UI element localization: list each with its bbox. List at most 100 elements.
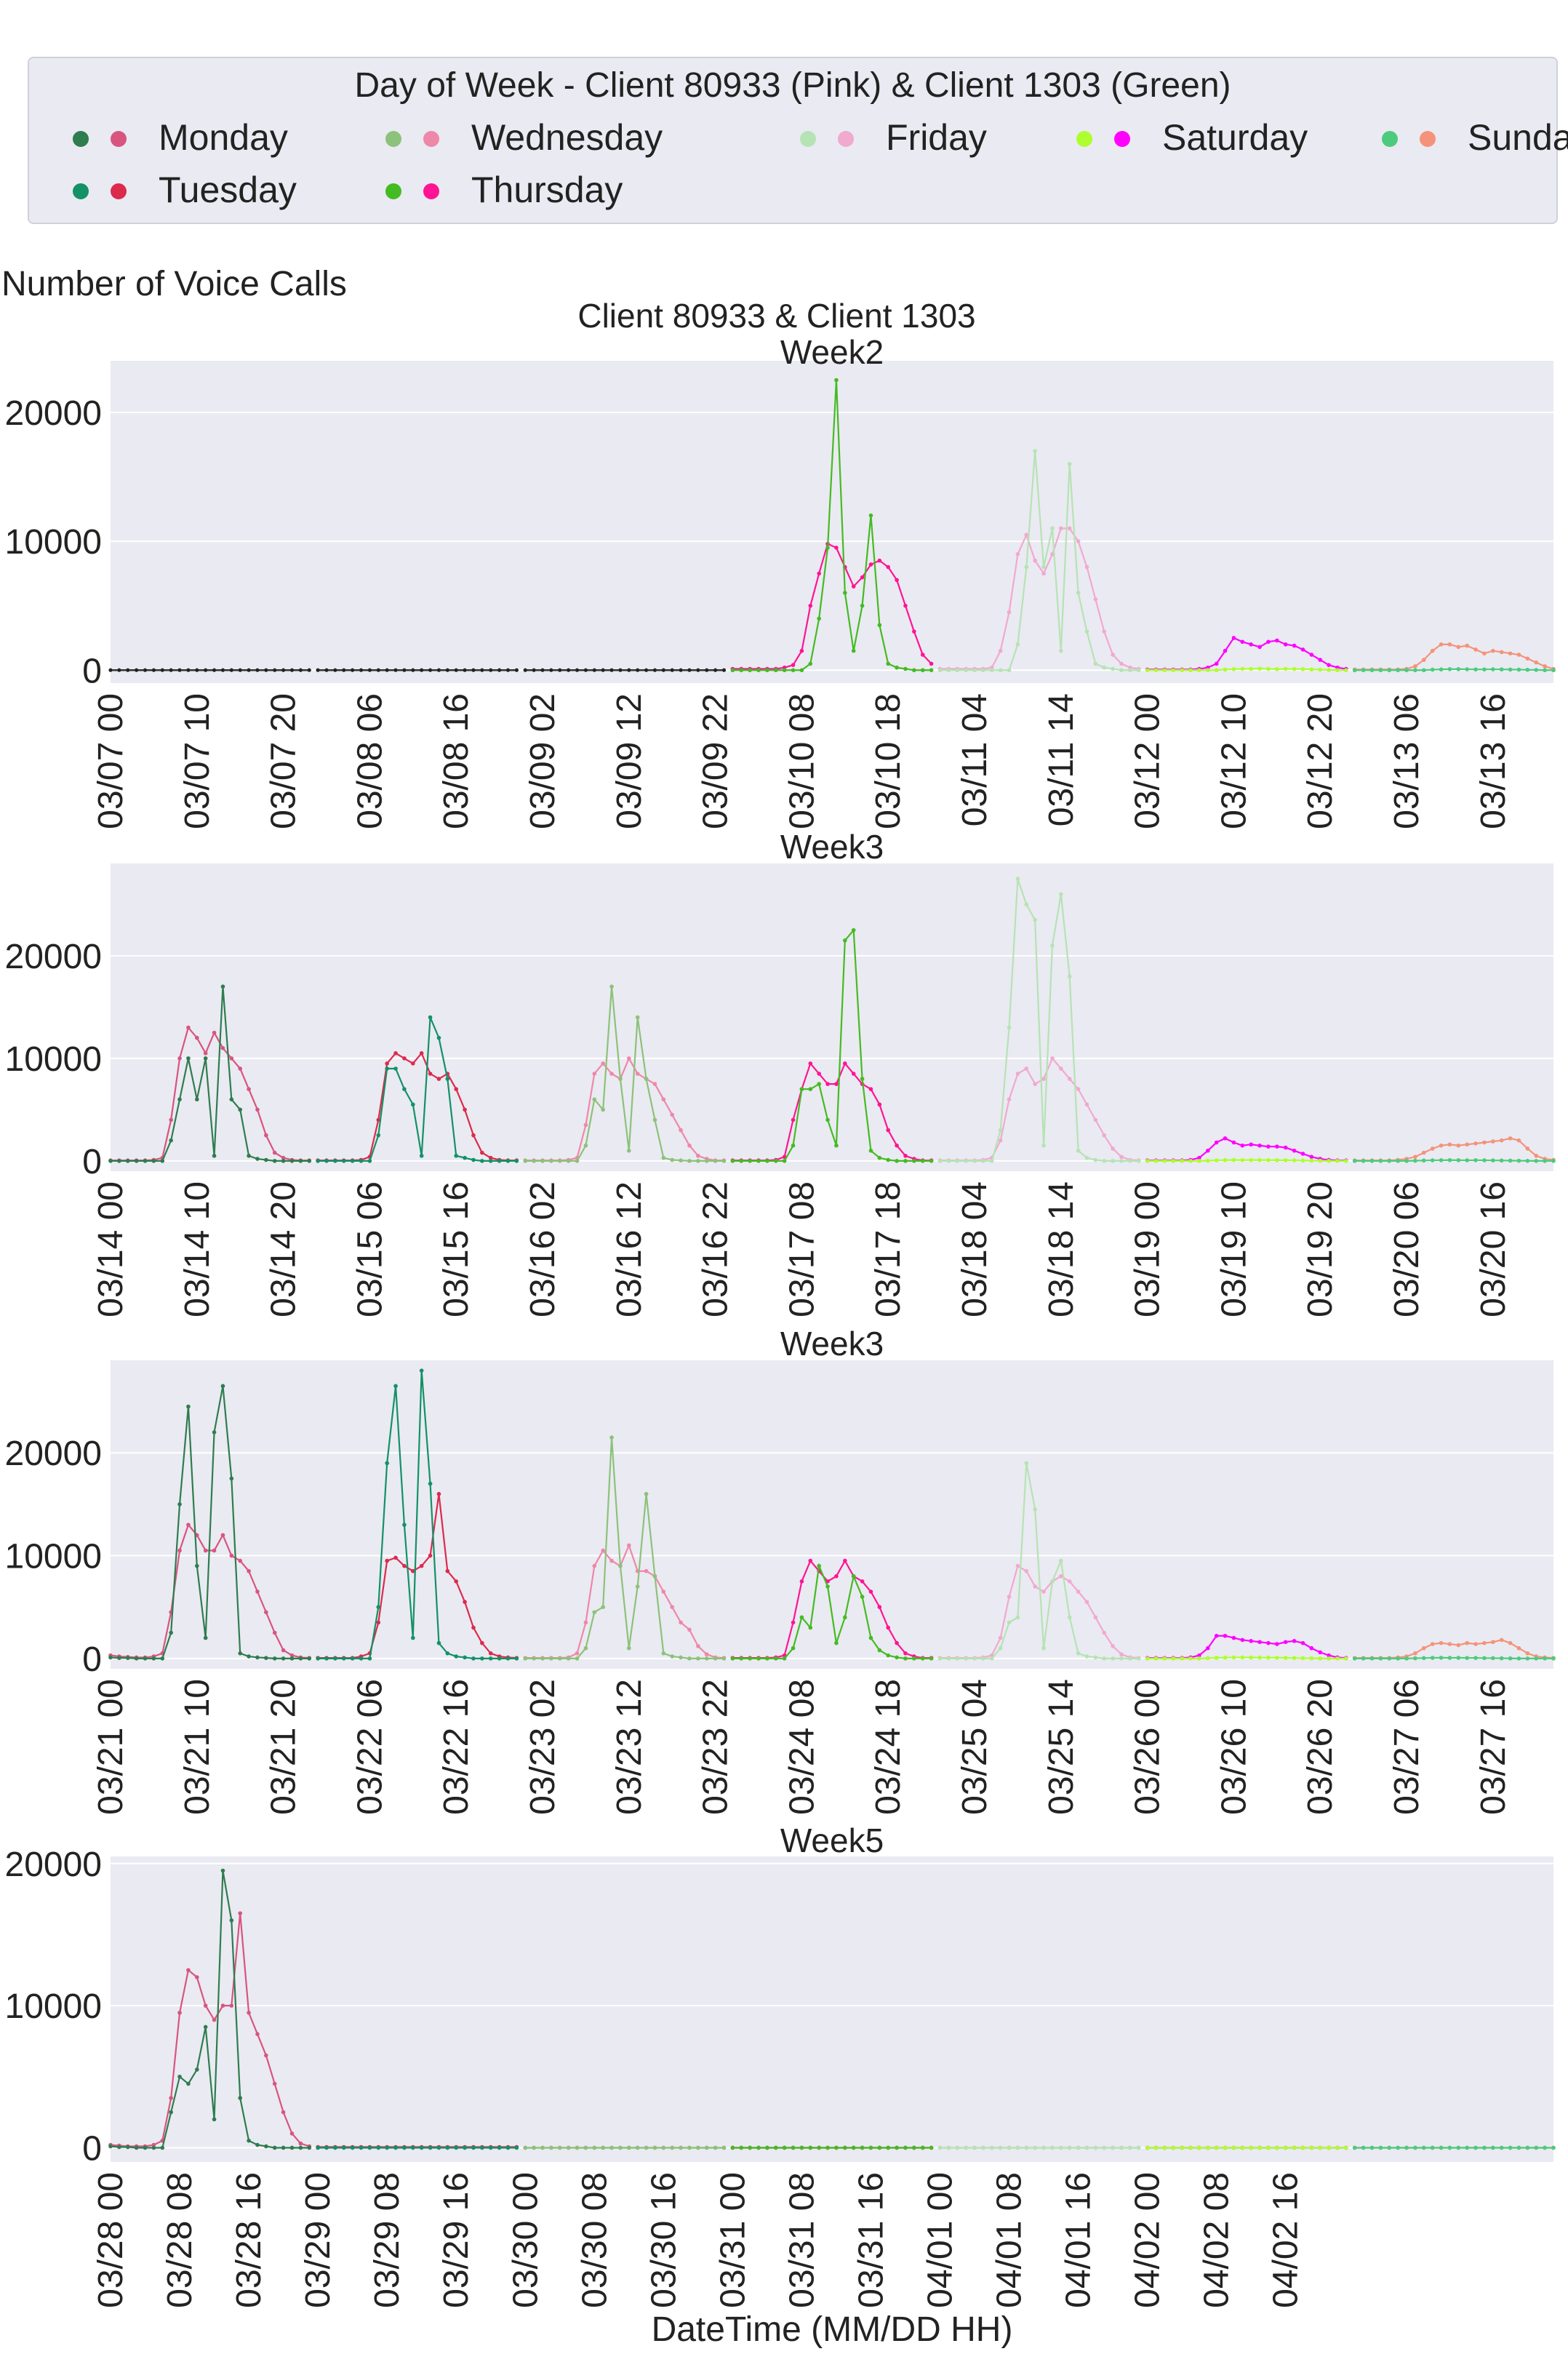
data-point — [488, 1651, 493, 1656]
data-point — [817, 1072, 821, 1076]
data-point — [316, 2145, 320, 2150]
data-point — [1516, 1138, 1521, 1143]
data-point — [1050, 1579, 1055, 1584]
data-point — [1292, 1639, 1297, 1643]
data-point — [929, 1656, 934, 1661]
data-point — [609, 1435, 614, 1440]
data-point — [937, 668, 943, 673]
legend-label: Monday — [159, 117, 288, 158]
data-point — [1067, 1615, 1072, 1620]
data-point — [791, 1117, 796, 1122]
data-point — [402, 1056, 407, 1061]
data-point — [143, 1656, 148, 1661]
data-point — [998, 668, 1003, 673]
data-point — [195, 1097, 199, 1102]
data-point — [411, 1635, 415, 1640]
data-point — [1430, 1146, 1435, 1151]
data-point — [843, 2145, 847, 2150]
data-point — [1067, 2145, 1072, 2150]
data-point — [523, 1656, 528, 1661]
data-point — [420, 668, 424, 672]
data-point — [350, 1159, 355, 1163]
data-point — [679, 1620, 683, 1625]
data-point — [1111, 1159, 1115, 1163]
data-point — [1214, 1633, 1219, 1638]
data-point — [289, 1656, 295, 1661]
data-point — [264, 1157, 268, 1162]
data-point — [1162, 1159, 1167, 1163]
data-point — [929, 668, 934, 673]
data-point — [436, 1491, 441, 1496]
data-point — [1525, 1158, 1530, 1163]
data-point — [756, 1656, 761, 1661]
data-point — [1447, 2145, 1452, 2150]
data-point — [566, 1656, 571, 1661]
data-point — [1197, 668, 1201, 673]
x-tick-label: 03/21 20 — [265, 1679, 303, 1815]
x-tick-label: 03/11 14 — [1042, 693, 1081, 826]
data-point — [1084, 564, 1089, 570]
data-point — [1119, 2145, 1124, 2150]
data-point — [1421, 668, 1426, 673]
data-point — [255, 1157, 260, 1161]
data-point — [523, 2145, 528, 2150]
data-point — [367, 668, 372, 672]
legend: Day of Week - Client 80933 (Pink) & Clie… — [28, 57, 1568, 224]
data-point — [575, 1656, 580, 1661]
data-point — [212, 1430, 217, 1435]
data-point — [393, 668, 398, 672]
data-point — [1387, 668, 1392, 673]
data-point — [1102, 1656, 1107, 1661]
data-point — [1551, 668, 1556, 673]
data-point — [307, 2145, 312, 2150]
data-point — [402, 1523, 407, 1527]
data-point — [1327, 663, 1331, 667]
data-point — [687, 1627, 692, 1632]
data-point — [445, 1568, 450, 1573]
data-point — [808, 2145, 813, 2150]
data-point — [255, 668, 260, 672]
data-point — [203, 1056, 208, 1061]
data-point — [903, 1154, 908, 1158]
data-point — [583, 1143, 588, 1148]
data-point — [1015, 1615, 1020, 1620]
data-point — [1223, 1633, 1228, 1638]
data-point — [1145, 1656, 1150, 1661]
data-point — [532, 1159, 536, 1163]
data-point — [1292, 2145, 1297, 2150]
data-point — [463, 1155, 467, 1160]
data-point — [289, 2145, 295, 2150]
y-tick-label: 20000 — [5, 1435, 102, 1473]
data-point — [428, 2145, 433, 2150]
data-point — [782, 1159, 787, 1163]
data-point — [670, 2145, 675, 2150]
data-point — [1335, 1656, 1340, 1661]
data-point — [177, 668, 182, 672]
data-point — [272, 2145, 277, 2150]
data-point — [972, 668, 977, 673]
data-point — [393, 2145, 398, 2150]
data-point — [376, 1133, 381, 1138]
data-point — [1378, 668, 1383, 673]
data-point — [1352, 668, 1357, 673]
data-point — [1473, 1158, 1478, 1162]
data-point — [592, 1563, 597, 1568]
data-point — [247, 2138, 251, 2143]
data-point — [160, 1656, 165, 1661]
data-point — [151, 1656, 156, 1661]
data-point — [1508, 1640, 1513, 1645]
data-point — [316, 1656, 320, 1661]
data-point — [575, 2145, 580, 2150]
data-point — [1499, 1637, 1504, 1643]
data-point — [1396, 1656, 1400, 1661]
data-point — [1525, 1651, 1530, 1656]
data-point — [220, 984, 225, 989]
data-point — [532, 668, 536, 672]
legend-marker-pink — [423, 183, 439, 199]
data-point — [583, 1620, 588, 1625]
data-point — [514, 668, 519, 672]
data-point — [341, 1656, 346, 1661]
data-point — [195, 1563, 199, 1568]
data-point — [333, 2145, 337, 2150]
data-point — [411, 1102, 415, 1107]
